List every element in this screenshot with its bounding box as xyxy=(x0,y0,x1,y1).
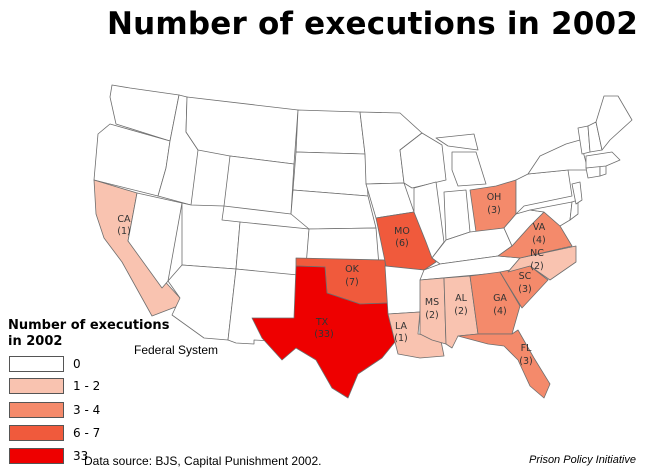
label-ms-abbr: MS xyxy=(425,297,439,308)
state-ma xyxy=(585,151,621,169)
label-nc-count: (2) xyxy=(530,261,543,272)
state-wy xyxy=(223,155,295,215)
state-ar xyxy=(384,265,425,315)
label-la-count: (1) xyxy=(394,333,407,344)
label-fl-count: (3) xyxy=(519,356,532,367)
legend-label: 6 - 7 xyxy=(73,426,101,440)
label-al-count: (2) xyxy=(454,306,467,317)
label-va-abbr: VA xyxy=(533,222,546,233)
state-md xyxy=(529,201,573,227)
legend-swatch xyxy=(9,402,64,418)
label-sc-count: (3) xyxy=(518,284,531,295)
federal-system-label: Federal System xyxy=(134,343,219,357)
state-ri xyxy=(599,165,607,177)
label-ok-count: (7) xyxy=(345,277,358,288)
legend-title-line1: Number of executions xyxy=(8,318,170,333)
state-ne xyxy=(290,189,377,230)
legend-label: 33 xyxy=(73,449,89,463)
state-mt xyxy=(185,96,299,165)
label-ok-abbr: OK xyxy=(345,264,359,275)
state-fl xyxy=(457,329,551,399)
state-ut xyxy=(181,202,241,270)
label-sc-abbr: SC xyxy=(519,271,532,282)
data-source-note: Data source: BJS, Capital Punishment 200… xyxy=(84,454,322,468)
map-title: Number of executions in 2002 xyxy=(106,6,639,42)
label-al-abbr: AL xyxy=(455,293,467,304)
credit-note: Prison Policy Initiative xyxy=(529,454,636,466)
legend-label: 3 - 4 xyxy=(73,403,101,417)
state-tx xyxy=(251,265,396,399)
state-me xyxy=(595,95,633,151)
label-tx-abbr: TX xyxy=(315,317,329,328)
label-ca-count: (1) xyxy=(117,226,130,237)
legend-swatch xyxy=(9,378,64,394)
legend-label: 1 - 2 xyxy=(73,379,101,393)
label-ms-count: (2) xyxy=(425,310,438,321)
state-nv xyxy=(127,192,183,289)
state-wi xyxy=(399,132,447,189)
state-nj xyxy=(571,181,583,205)
label-oh-count: (3) xyxy=(487,205,500,216)
label-oh-abbr: OH xyxy=(487,192,502,203)
legend-title-line2: in 2002 xyxy=(8,334,63,349)
label-ga-abbr: GA xyxy=(493,293,507,304)
label-la-abbr: LA xyxy=(395,321,408,332)
label-mo-count: (6) xyxy=(395,238,408,249)
label-fl-abbr: FL xyxy=(521,343,532,354)
legend-label: 0 xyxy=(73,357,81,371)
legend-swatch xyxy=(9,356,64,372)
state-ga xyxy=(469,271,521,335)
state-nd xyxy=(295,109,366,155)
label-ga-count: (4) xyxy=(493,306,506,317)
state-in xyxy=(443,189,471,241)
legend-swatch xyxy=(9,448,64,464)
state-mi xyxy=(435,133,487,187)
label-ca-abbr: CA xyxy=(117,214,131,225)
label-tx-count: (33) xyxy=(314,329,334,340)
state-ny xyxy=(527,139,589,175)
label-va-count: (4) xyxy=(532,235,545,246)
legend-title: Number of executions in 2002 xyxy=(8,318,188,350)
legend-swatch xyxy=(9,425,64,441)
label-nc-abbr: NC xyxy=(530,248,544,259)
label-mo-abbr: MO xyxy=(394,226,410,237)
state-sd xyxy=(292,151,369,197)
